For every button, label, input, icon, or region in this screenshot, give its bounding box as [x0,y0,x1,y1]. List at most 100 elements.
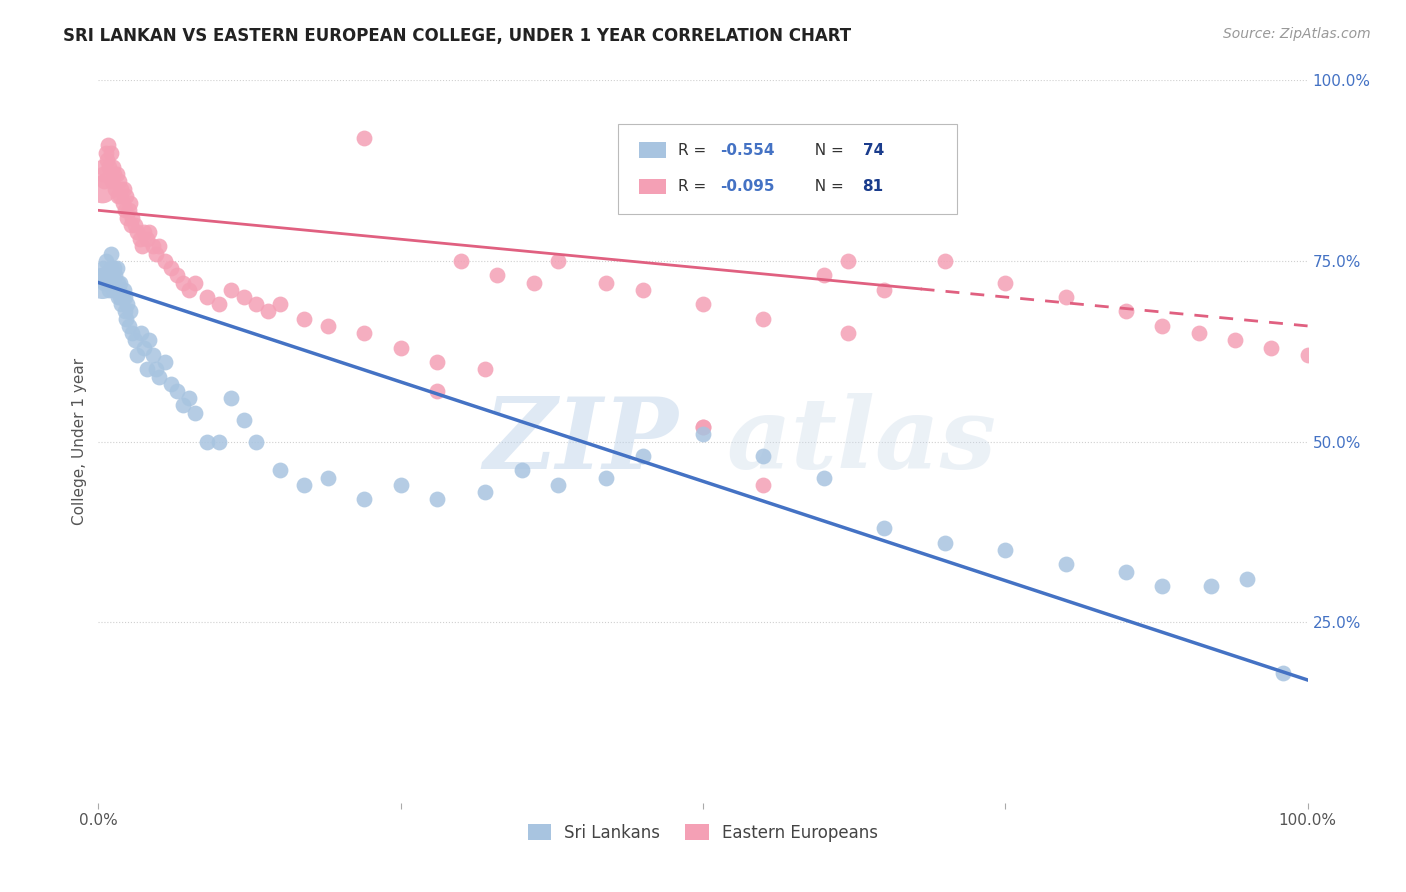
Point [160,261,183,276]
Point [184,276,207,290]
Point [107,189,129,203]
Text: 74: 74 [863,143,884,158]
Point [426,384,449,398]
Point [97,138,120,153]
Point [145,362,167,376]
Point [127,348,149,362]
Point [93,174,115,188]
Point [631,449,654,463]
Point [245,434,267,449]
Point [91,276,114,290]
Point [208,434,231,449]
Point [100,246,122,260]
Point [148,369,170,384]
Point [134,341,156,355]
Point [752,478,775,492]
Point [112,283,135,297]
Point [245,297,267,311]
Point [426,492,449,507]
Point [105,261,128,276]
Legend: Sri Lankans, Eastern Europeans: Sri Lankans, Eastern Europeans [522,817,884,848]
Point [110,182,132,196]
Point [108,290,131,304]
Point [103,167,125,181]
Point [994,276,1017,290]
Text: atlas: atlas [727,393,997,490]
Point [450,253,472,268]
Point [107,290,129,304]
Point [108,283,131,297]
Point [195,434,218,449]
Point [142,239,165,253]
Point [166,384,188,398]
Point [135,362,157,376]
Text: R =: R = [678,179,710,194]
Point [510,463,533,477]
FancyBboxPatch shape [619,124,957,214]
Point [873,521,896,535]
Point [108,189,131,203]
Text: Source: ZipAtlas.com: Source: ZipAtlas.com [1223,27,1371,41]
Point [353,326,375,340]
Point [105,283,128,297]
Point [120,218,142,232]
Point [353,131,375,145]
Point [115,189,138,203]
Point [127,225,149,239]
FancyBboxPatch shape [638,178,665,194]
Point [100,145,122,160]
Point [96,153,118,167]
Point [316,318,339,333]
Point [934,535,956,549]
Point [813,268,835,283]
Point [523,276,546,290]
Point [93,276,115,290]
Point [160,376,183,391]
Point [813,470,835,484]
Point [138,225,160,239]
Point [547,478,569,492]
Point [111,290,134,304]
Point [426,355,449,369]
Point [353,492,375,507]
Point [118,304,141,318]
Point [100,261,122,276]
Point [108,276,131,290]
Point [837,326,859,340]
Point [631,283,654,297]
Point [105,167,128,181]
Point [1296,348,1319,362]
Point [153,355,176,369]
Point [114,304,136,318]
Point [117,297,139,311]
Text: R =: R = [678,143,710,158]
Point [1188,326,1211,340]
Point [292,311,315,326]
Text: -0.095: -0.095 [720,179,775,194]
Point [104,268,127,283]
Point [148,239,170,253]
Point [256,304,278,318]
Point [103,261,125,276]
Point [104,182,127,196]
Point [118,196,141,211]
Point [208,297,231,311]
Point [145,246,167,260]
Point [101,283,124,297]
Point [692,297,714,311]
Point [129,326,152,340]
Point [124,218,146,232]
Point [128,232,150,246]
Point [118,203,141,218]
Point [108,174,131,188]
Point [91,182,114,196]
Text: N =: N = [804,179,848,194]
Point [692,420,714,434]
Point [96,268,118,283]
Point [837,253,859,268]
Point [752,449,775,463]
Point [107,276,129,290]
Text: N =: N = [804,143,848,158]
Point [179,283,201,297]
Text: ZIP: ZIP [484,393,679,490]
